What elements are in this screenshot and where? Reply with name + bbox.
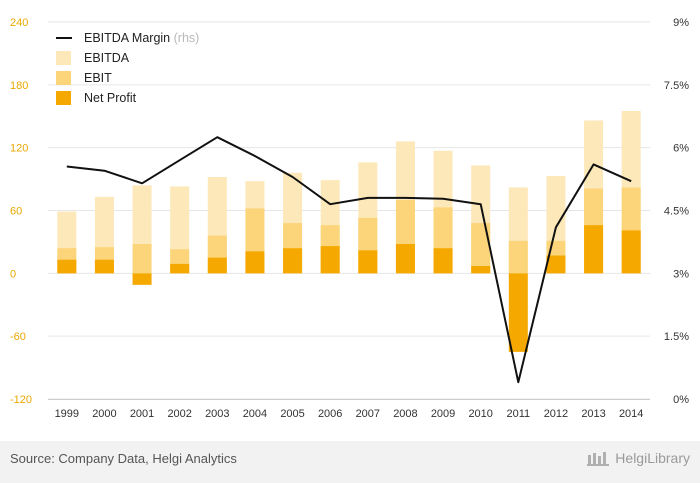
x-tick-label: 2007 xyxy=(356,408,380,420)
bar-ebit xyxy=(471,223,491,274)
legend-box-marker xyxy=(56,71,71,85)
y-right-tick-label: 0% xyxy=(673,394,689,406)
legend-box-marker xyxy=(56,91,71,105)
x-tick-label: 2012 xyxy=(544,408,568,420)
margin-line-layer xyxy=(66,136,632,384)
legend-label: Net Profit xyxy=(84,91,137,105)
bar-net-profit xyxy=(170,263,190,274)
bar-net-profit xyxy=(621,230,641,274)
library-icon xyxy=(587,452,610,466)
y-left-tick-label: 0 xyxy=(10,268,16,280)
brand-logo: HelgiLibrary xyxy=(587,450,690,466)
bar-net-profit xyxy=(584,225,604,274)
legend-label: EBITDA xyxy=(84,51,130,65)
x-tick-label: 2003 xyxy=(205,408,229,420)
x-tick-label: 2008 xyxy=(393,408,417,420)
x-tick-label: 2009 xyxy=(431,408,455,420)
bar-net-profit xyxy=(433,248,453,274)
bar-net-profit xyxy=(320,246,340,274)
y-left-tick-label: -120 xyxy=(10,394,32,406)
legend-label: EBIT xyxy=(84,71,112,85)
x-axis-ticks: 1999 2000 2001 2002 2003 2004 2005 2006 2007 2008… xyxy=(55,408,644,420)
brand-name: HelgiLibrary xyxy=(615,450,690,466)
x-tick-label: 2004 xyxy=(243,408,267,420)
y-right-tick-label: 4.5% xyxy=(664,206,689,218)
y-right-tick-label: 7.5% xyxy=(664,80,689,92)
y-left-tick-label: -60 xyxy=(10,331,26,343)
x-tick-label: 2013 xyxy=(581,408,605,420)
x-tick-label: 2006 xyxy=(318,408,342,420)
line-ebitda-margin xyxy=(66,136,632,384)
x-tick-label: 2000 xyxy=(92,408,116,420)
bars xyxy=(57,111,641,352)
x-tick-label: 2011 xyxy=(506,408,530,420)
left-axis-ticks: 240 180 120 60 0 -60 -120 xyxy=(10,17,32,406)
bar-net-profit xyxy=(395,244,415,274)
bar-net-profit xyxy=(546,255,566,274)
legend-box-marker xyxy=(56,51,71,65)
x-tick-label: 2005 xyxy=(280,408,304,420)
bar-net-profit xyxy=(508,273,528,352)
y-left-tick-label: 240 xyxy=(10,17,28,29)
bar-net-profit xyxy=(57,259,77,274)
y-left-tick-label: 60 xyxy=(10,206,22,218)
right-axis-ticks: 9% 7.5% 6% 4.5% 3% 1.5% 0% xyxy=(664,17,689,406)
bar-ebit xyxy=(132,244,152,274)
bar-ebit xyxy=(508,240,528,274)
bar-net-profit xyxy=(471,266,491,274)
bar-net-profit xyxy=(245,251,265,274)
bar-net-profit xyxy=(207,257,227,274)
legend: EBITDA Margin (rhs) EBITDA EBIT Net Profit xyxy=(56,31,199,105)
x-tick-label: 2001 xyxy=(130,408,154,420)
y-right-tick-label: 1.5% xyxy=(664,331,689,343)
x-tick-label: 2014 xyxy=(619,408,643,420)
bar-net-profit xyxy=(94,259,114,274)
x-tick-label: 1999 xyxy=(55,408,79,420)
source-note: Source: Company Data, Helgi Analytics xyxy=(10,451,237,466)
combo-chart: 240 180 120 60 0 -60 -120 9% 7.5% 6% 4.5% 3% 1.5% 0%… xyxy=(10,17,689,420)
x-tick-label: 2010 xyxy=(468,408,492,420)
bar-net-profit xyxy=(283,248,303,274)
y-right-tick-label: 9% xyxy=(673,17,689,29)
bar-net-profit xyxy=(358,250,378,274)
x-tick-label: 2002 xyxy=(167,408,191,420)
y-left-tick-label: 180 xyxy=(10,80,28,92)
footer: Source: Company Data, Helgi Analytics He… xyxy=(0,441,700,483)
bar-net-profit xyxy=(132,273,152,285)
y-left-tick-label: 120 xyxy=(10,143,28,155)
y-right-tick-label: 3% xyxy=(673,268,689,280)
y-right-tick-label: 6% xyxy=(673,143,689,155)
legend-label: EBITDA Margin (rhs) xyxy=(84,31,199,45)
